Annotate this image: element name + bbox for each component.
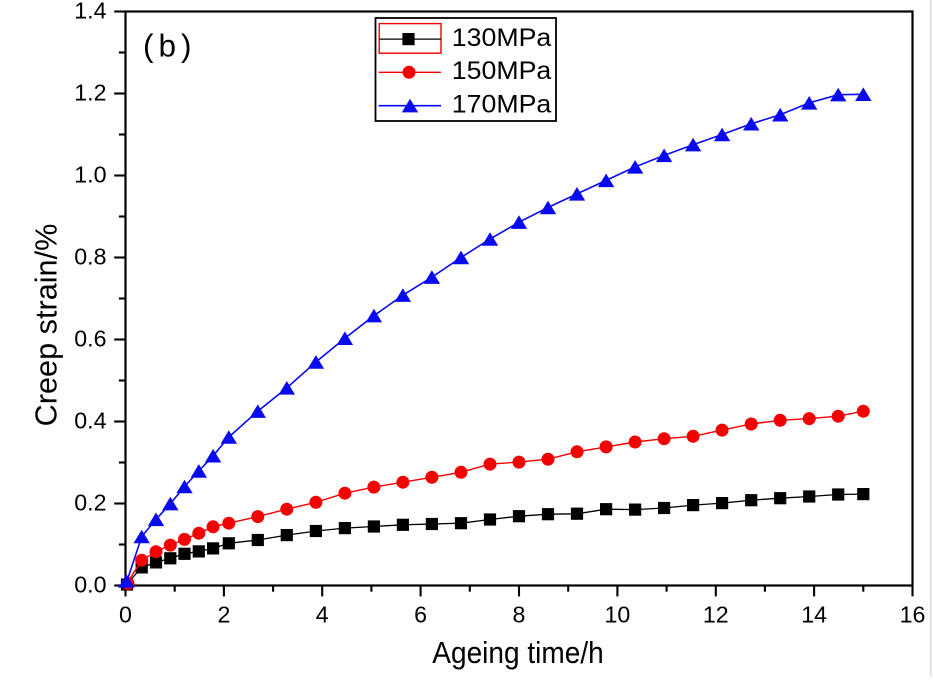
svg-text:0.2: 0.2: [74, 489, 106, 515]
svg-text:2: 2: [217, 602, 230, 628]
svg-text:Ageing time/h: Ageing time/h: [432, 636, 603, 670]
svg-text:12: 12: [703, 602, 729, 628]
svg-text:170MPa: 170MPa: [452, 90, 552, 118]
svg-text:0.4: 0.4: [74, 407, 106, 433]
svg-text:0.8: 0.8: [74, 243, 106, 269]
svg-text:8: 8: [513, 602, 526, 628]
svg-text:14: 14: [801, 602, 827, 628]
svg-text:1.4: 1.4: [74, 0, 106, 23]
svg-text:150MPa: 150MPa: [452, 57, 552, 85]
svg-text:0.6: 0.6: [74, 325, 106, 351]
svg-text:(b): (b): [143, 27, 197, 63]
svg-text:16: 16: [900, 602, 926, 628]
svg-text:4: 4: [316, 602, 329, 628]
svg-text:Creep strain/%: Creep strain/%: [30, 224, 64, 427]
svg-text:0.0: 0.0: [74, 571, 106, 597]
svg-text:10: 10: [605, 602, 631, 628]
svg-text:1.2: 1.2: [74, 79, 106, 105]
svg-text:0: 0: [119, 602, 132, 628]
svg-text:130MPa: 130MPa: [452, 24, 552, 52]
svg-text:1.0: 1.0: [74, 161, 106, 187]
svg-text:6: 6: [414, 602, 427, 628]
